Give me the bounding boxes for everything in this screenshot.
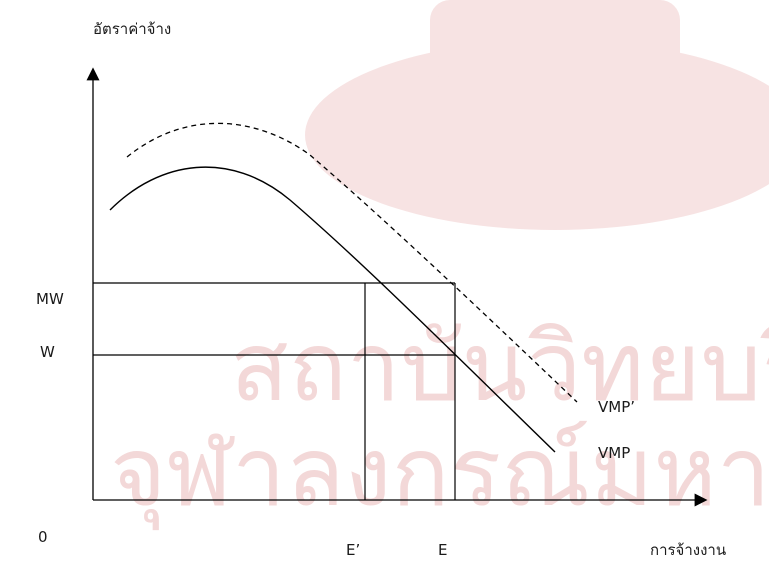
vmp-label: VMP	[598, 444, 631, 462]
x-axis-title: การจ้างงาน	[650, 541, 727, 559]
y-axis-title: อัตราค่าจ้าง	[93, 20, 172, 38]
vmp-prime-label: VMP’	[598, 398, 636, 416]
vmp-curve	[109, 166, 556, 453]
e-prime-label: E’	[346, 541, 361, 559]
vmp-prime-curve	[126, 122, 578, 403]
watermark-line-1: สถาบันวิทยบริการ	[230, 311, 769, 423]
watermark-emblem	[305, 0, 769, 230]
mw-label: MW	[36, 290, 64, 308]
w-label: W	[40, 343, 55, 361]
e-label: E	[438, 541, 448, 559]
watermark-line-2: จุฬาลงกรณ์มหาวิทยาลัย	[110, 416, 769, 531]
origin-label: 0	[38, 528, 48, 546]
